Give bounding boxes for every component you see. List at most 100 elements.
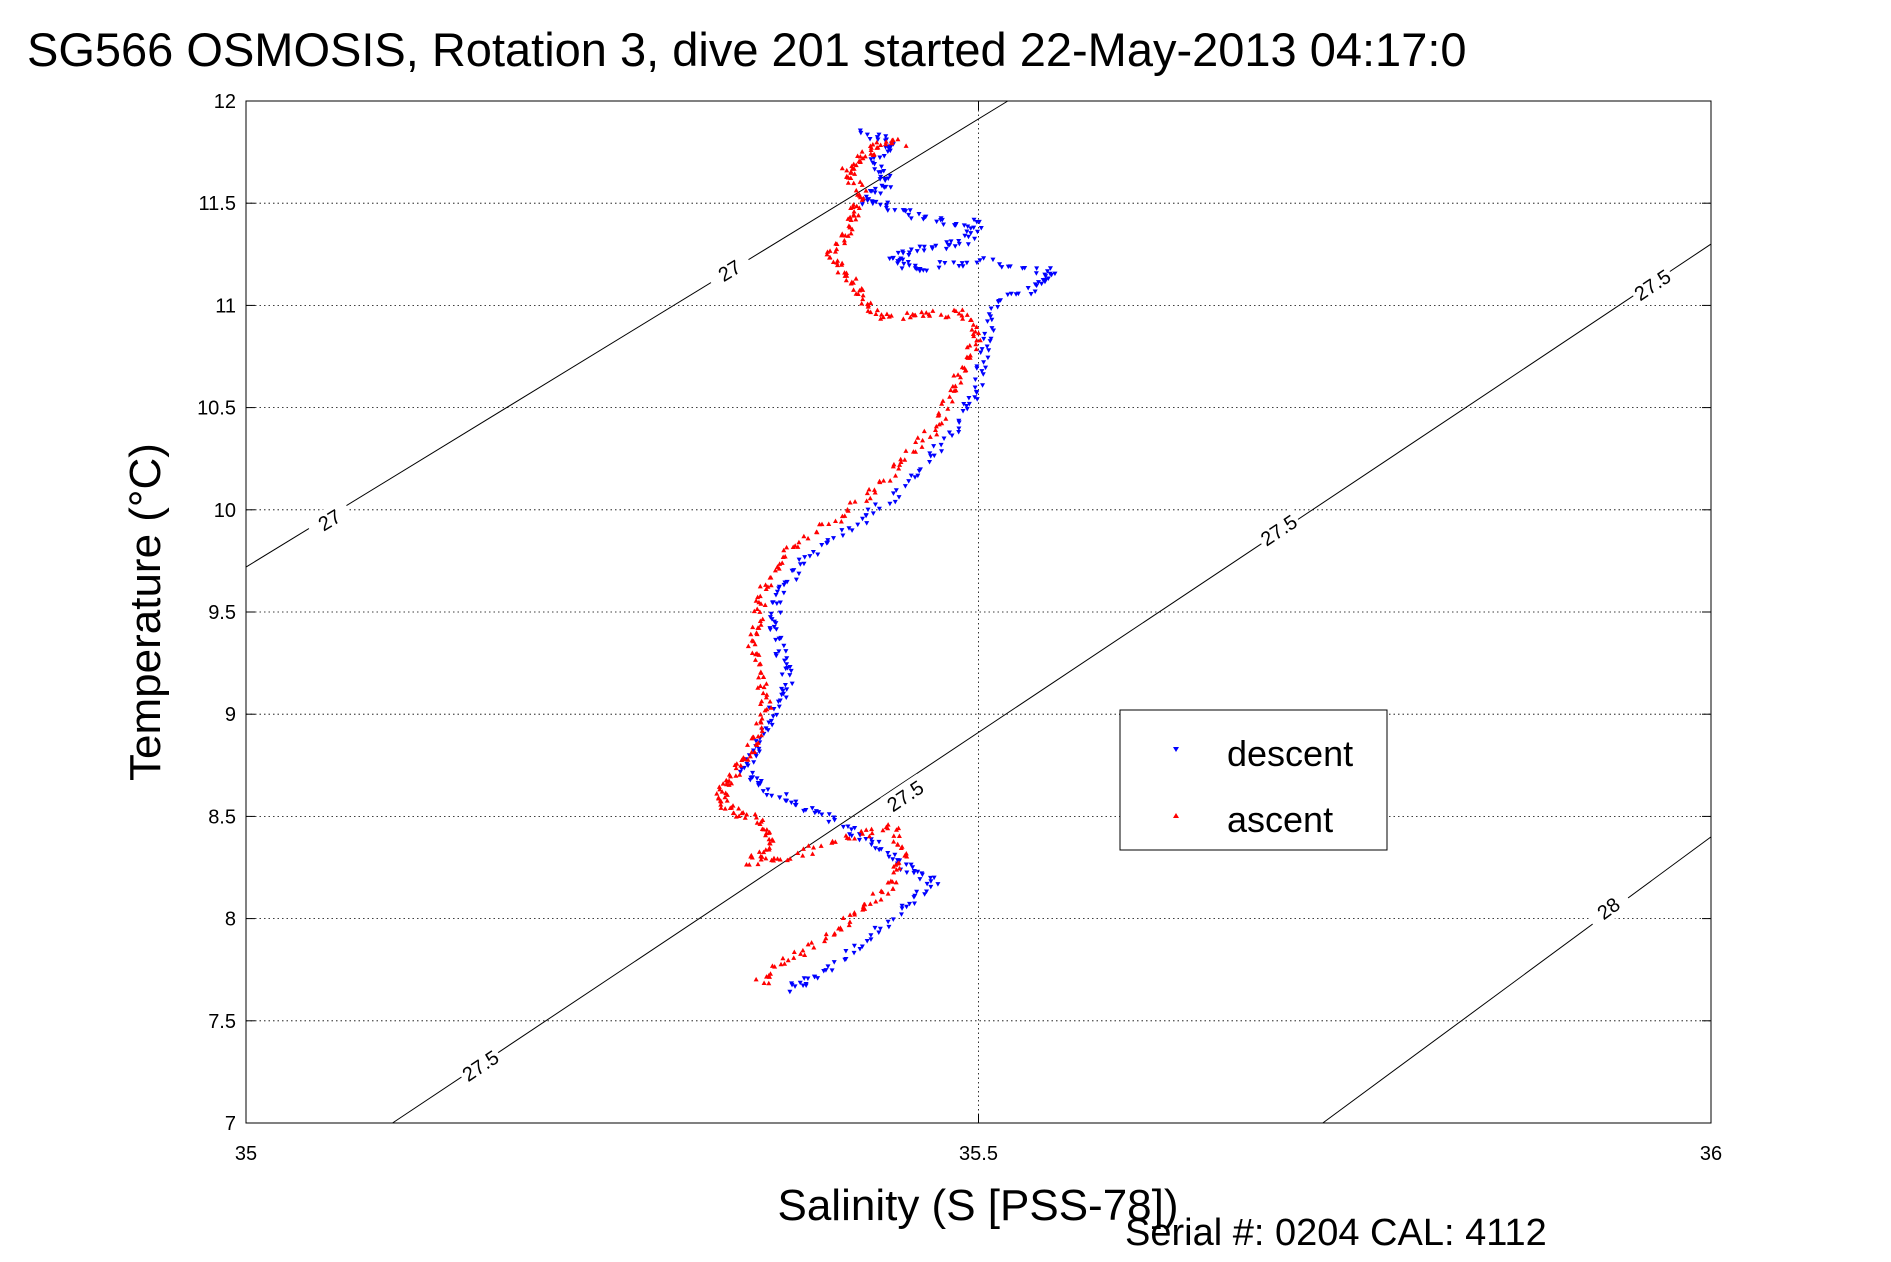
ascent-point [880,827,886,833]
ascent-point [904,310,910,315]
descent-point [859,944,865,949]
ascent-point [890,886,896,891]
descent-point [928,879,934,884]
ascent-point [897,865,903,871]
descent-point [986,312,992,317]
descent-point [905,260,911,265]
ascent-point [745,742,751,747]
descent-point [916,212,922,217]
descent-point [825,538,831,543]
ascent-point [902,457,908,462]
descent-point [904,904,910,910]
descent-point [883,203,889,208]
ascent-point [752,811,758,817]
ascent-point [782,961,788,966]
ascent-point [827,254,833,260]
ascent-point [893,473,899,478]
contour-label-bg [1627,262,1678,308]
descent-point [826,812,832,817]
descent-point [906,250,912,255]
ascent-point [943,416,949,421]
ascent-point [753,741,759,747]
ascent-point [898,456,904,462]
descent-point [878,164,884,170]
descent-point [883,184,889,190]
ascent-point [763,681,769,686]
descent-point [860,516,866,522]
descent-point [744,761,750,767]
ascent-point [753,598,759,603]
descent-point [1039,281,1045,287]
ascent-point [844,173,850,179]
descent-point [760,789,766,794]
ascent-point [852,499,858,504]
ascent-point [759,728,765,733]
ascent-point [855,212,861,218]
ascent-point [759,725,765,730]
ascent-point [758,720,764,725]
x-axis-label: Salinity (S [PSS-78]) [777,1181,1178,1230]
ascent-point [718,799,724,804]
ascent-point [790,544,796,549]
ascent-point [849,166,855,171]
ascent-point [936,421,942,427]
ascent-point [903,448,909,453]
y-tick-label: 11.5 [199,193,236,215]
descent-point [848,827,854,832]
ascent-point [874,307,880,313]
descent-point [870,201,876,207]
descent-point [906,253,912,258]
descent-point [978,350,984,356]
descent-point [1008,291,1014,297]
descent-point [863,513,869,518]
ascent-point [801,533,807,539]
descent-point [872,925,878,931]
descent-point [757,781,763,787]
ascent-point [956,310,962,316]
descent-point [906,263,912,268]
ascent-point [742,815,748,820]
ascent-point [957,374,963,380]
density-contour-line [1322,836,1712,1124]
ascent-point [963,367,969,372]
descent-point [741,765,747,771]
ascent-point [934,431,940,437]
descent-point [921,248,927,253]
ascent-point [863,827,869,832]
ascent-point [865,301,871,307]
descent-point [843,957,849,962]
ascent-point [857,179,863,184]
descent-point [761,731,767,737]
ascent-point [752,641,758,647]
ascent-point [754,820,760,825]
ascent-point [977,337,983,343]
descent-point [902,484,908,489]
ascent-point [967,342,973,348]
descent-point [773,627,779,632]
ascent-point [728,780,734,786]
ascent-point [902,853,908,858]
ascent-point [844,167,850,173]
descent-point [999,265,1005,270]
ascent-point [884,311,890,316]
descent-point [908,247,914,252]
descent-point [924,881,930,887]
series-ascent [714,136,983,986]
descent-point [931,875,937,881]
ascent-point [826,521,832,526]
ascent-point [845,180,851,185]
descent-point [815,976,821,981]
ascent-point [827,248,833,253]
descent-point [956,426,962,432]
ascent-point [761,674,767,679]
descent-point [951,260,957,266]
ascent-point [796,539,802,545]
ascent-point [878,897,884,902]
ascent-point [950,383,956,389]
descent-point [901,261,907,267]
ascent-point [870,142,876,147]
descent-point [922,892,928,897]
ascent-point [965,355,971,360]
descent-point [866,197,872,202]
descent-point [914,889,920,895]
